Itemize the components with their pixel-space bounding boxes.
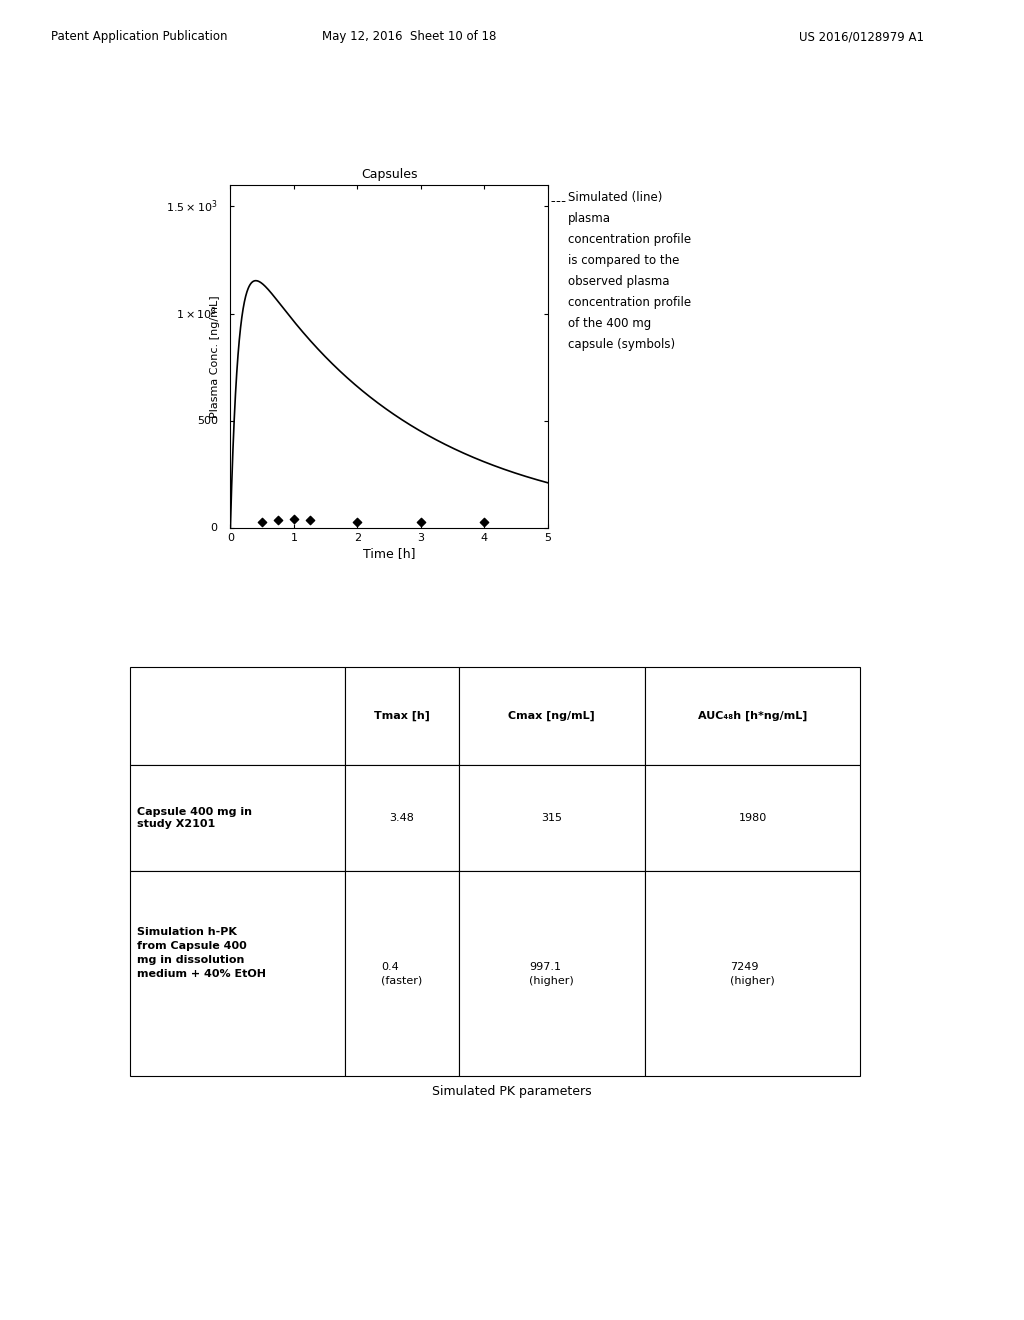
Y-axis label: Plasma Conc. [ng/mL]: Plasma Conc. [ng/mL] <box>210 296 220 417</box>
Point <box>254 511 270 532</box>
Text: 7249
(higher): 7249 (higher) <box>730 961 775 986</box>
Bar <box>459 764 645 871</box>
Bar <box>130 764 345 871</box>
Text: US 2016/0128979 A1: US 2016/0128979 A1 <box>799 30 924 44</box>
Text: 0.4
(faster): 0.4 (faster) <box>381 961 423 986</box>
Point <box>301 510 317 531</box>
Bar <box>345 764 459 871</box>
Text: Simulated (line)
plasma
concentration profile
is compared to the
observed plasma: Simulated (line) plasma concentration pr… <box>568 191 691 351</box>
Text: Capsule 400 mg in
study X2101: Capsule 400 mg in study X2101 <box>137 807 252 829</box>
Text: 1980: 1980 <box>738 813 767 822</box>
Bar <box>130 871 345 1076</box>
Bar <box>645 764 860 871</box>
Title: Capsules: Capsules <box>360 168 418 181</box>
Text: Cmax [ng/mL]: Cmax [ng/mL] <box>508 710 595 721</box>
Text: Tmax [h]: Tmax [h] <box>374 710 430 721</box>
Bar <box>345 871 459 1076</box>
Text: 315: 315 <box>542 813 562 822</box>
Bar <box>459 667 645 764</box>
Bar <box>459 871 645 1076</box>
X-axis label: Time [h]: Time [h] <box>362 546 416 560</box>
Point <box>286 508 302 529</box>
Text: May 12, 2016  Sheet 10 of 18: May 12, 2016 Sheet 10 of 18 <box>323 30 497 44</box>
Text: Simulated PK parameters: Simulated PK parameters <box>432 1085 592 1098</box>
Text: 3.48: 3.48 <box>389 813 415 822</box>
Text: 500: 500 <box>197 416 218 426</box>
Bar <box>645 667 860 764</box>
Point <box>413 511 429 532</box>
Point <box>349 511 366 532</box>
Text: 997.1
(higher): 997.1 (higher) <box>529 961 574 986</box>
Bar <box>645 871 860 1076</box>
Text: 0: 0 <box>211 523 218 533</box>
Bar <box>345 667 459 764</box>
Text: $1.5\times10^{3}$: $1.5\times10^{3}$ <box>166 198 218 215</box>
Point <box>476 511 493 532</box>
Text: Patent Application Publication: Patent Application Publication <box>51 30 227 44</box>
Point <box>270 510 287 531</box>
Text: Simulation h-PK
from Capsule 400
mg in dissolution
medium + 40% EtOH: Simulation h-PK from Capsule 400 mg in d… <box>137 927 266 979</box>
Text: $1\times10^{3}$: $1\times10^{3}$ <box>176 305 218 322</box>
Bar <box>130 667 345 764</box>
Text: AUC₄₈h [h*ng/mL]: AUC₄₈h [h*ng/mL] <box>697 710 807 721</box>
